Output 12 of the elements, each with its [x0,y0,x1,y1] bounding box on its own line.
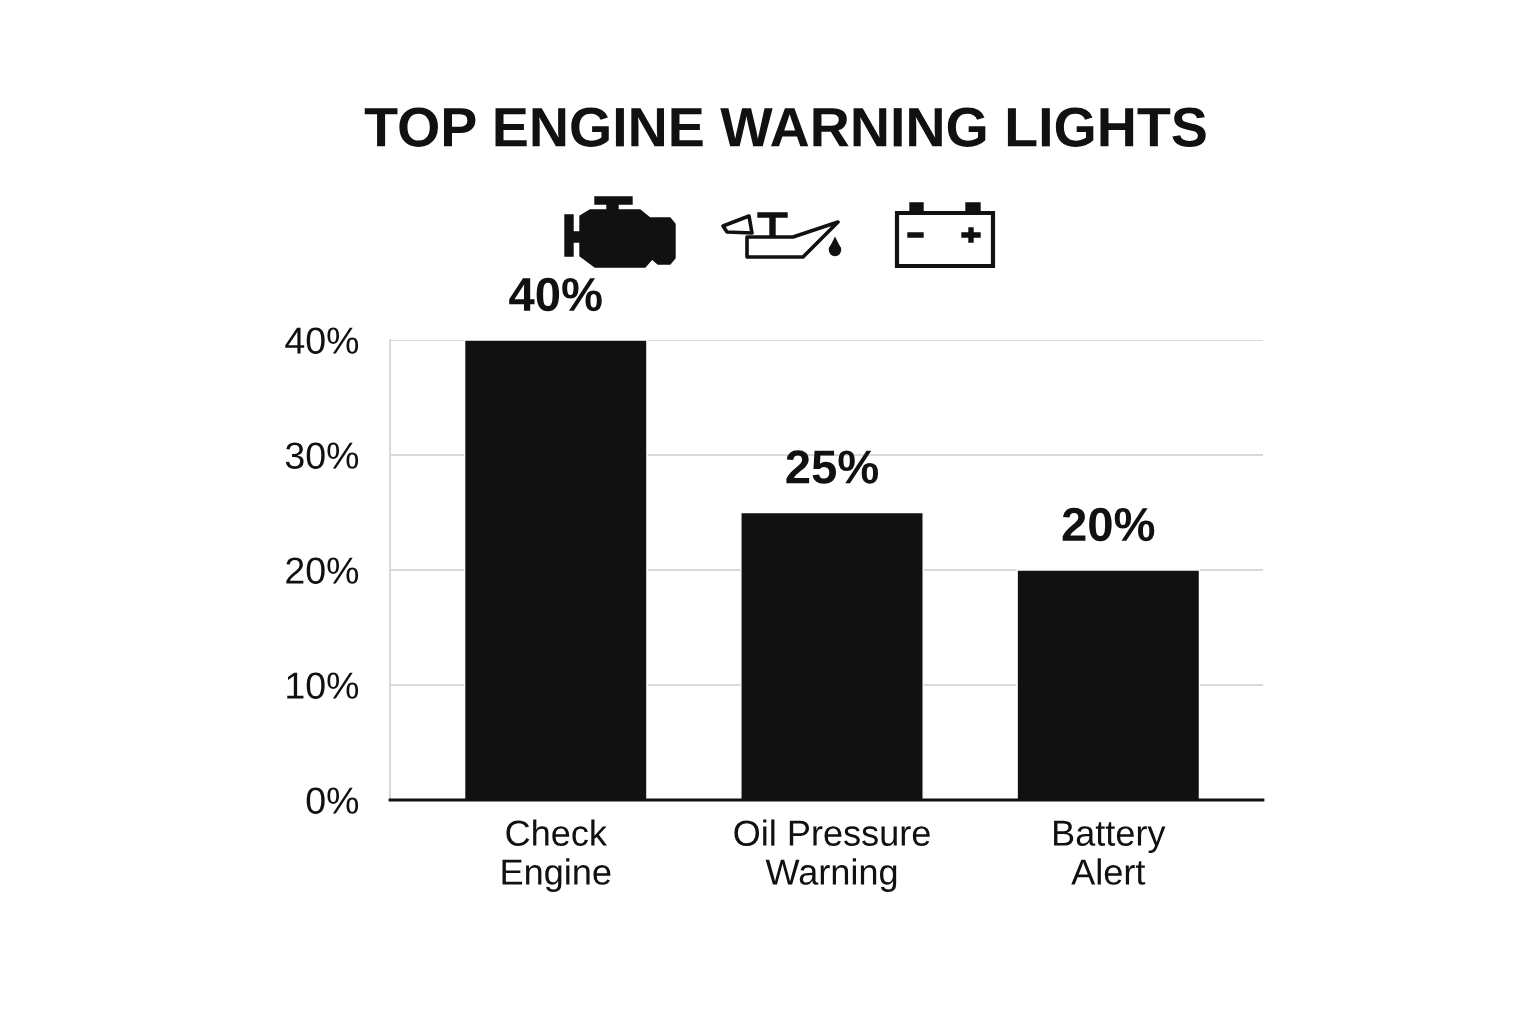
y-tick-label: 0% [306,787,359,814]
x-tick-label: Oil Pressure Warning [734,819,930,892]
chart-title: TOP ENGINE WARNING LIGHTS [364,107,1206,147]
y-tick-label: 40% [285,327,359,354]
data-label: 40% [509,277,602,312]
x-tick-label: Battery Alert [1054,820,1166,885]
y-tick-label: 10% [287,672,359,699]
y-tick-label: 30% [285,442,359,469]
x-tick-label: Check Engine [502,819,611,892]
data-label: 25% [786,450,879,484]
data-label: 20% [1062,507,1155,542]
y-tick-label: 20% [286,557,359,584]
